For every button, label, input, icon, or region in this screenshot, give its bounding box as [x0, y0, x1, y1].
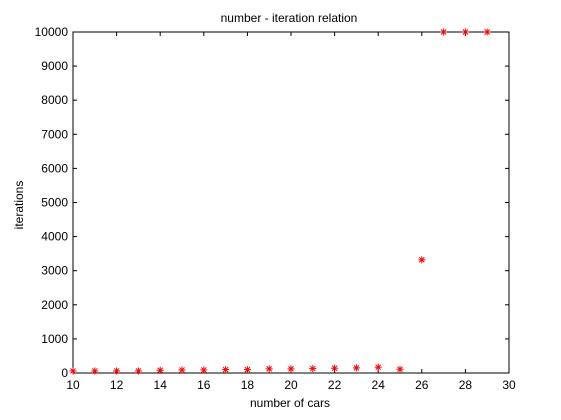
data-point — [396, 365, 404, 373]
x-tick-label: 16 — [197, 378, 211, 392]
x-tick-label: 26 — [415, 378, 429, 392]
x-tick-label: 28 — [459, 378, 473, 392]
data-points — [69, 28, 491, 375]
data-point — [69, 367, 77, 375]
data-point — [309, 365, 317, 373]
data-point — [483, 28, 491, 36]
data-point — [222, 366, 230, 374]
y-tick-label: 8000 — [41, 93, 68, 107]
y-tick-label: 7000 — [41, 127, 68, 141]
x-tick-label: 24 — [372, 378, 386, 392]
x-tick-label: 14 — [154, 378, 168, 392]
y-tick-label: 3000 — [41, 264, 68, 278]
x-tick-label: 12 — [110, 378, 124, 392]
x-tick-label: 10 — [66, 378, 80, 392]
y-tick-label: 2000 — [41, 298, 68, 312]
y-tick-label: 10000 — [35, 25, 69, 39]
data-point — [352, 364, 360, 372]
data-point — [134, 367, 142, 375]
data-point — [156, 366, 164, 374]
x-tick-label: 18 — [241, 378, 255, 392]
plot-area — [72, 31, 510, 374]
data-point — [113, 367, 121, 375]
data-point — [178, 366, 186, 374]
x-tick-label: 20 — [284, 378, 298, 392]
data-point — [91, 367, 99, 375]
y-tick-label: 1000 — [41, 332, 68, 346]
x-axis-label: number of cars — [250, 396, 330, 410]
x-tick-label: 30 — [502, 378, 516, 392]
data-point — [331, 364, 339, 372]
y-tick-label: 6000 — [41, 161, 68, 175]
y-tick-label: 5000 — [41, 196, 68, 210]
y-tick-label: 9000 — [41, 59, 68, 73]
data-point — [461, 28, 469, 36]
chart-title: number - iteration relation — [221, 11, 358, 25]
y-axis-label: iterations — [12, 181, 26, 230]
data-point — [287, 365, 295, 373]
data-point — [374, 363, 382, 371]
data-point — [265, 365, 273, 373]
x-tick-label: 22 — [328, 378, 342, 392]
data-point — [243, 366, 251, 374]
data-point — [440, 28, 448, 36]
data-point — [200, 366, 208, 374]
data-point — [418, 256, 426, 264]
y-axis: 0 1000 2000 3000 4000 5000 6000 7000 8000 9000 100… — [35, 25, 509, 380]
y-tick-label: 4000 — [41, 230, 68, 244]
y-tick-label: 0 — [61, 366, 68, 380]
